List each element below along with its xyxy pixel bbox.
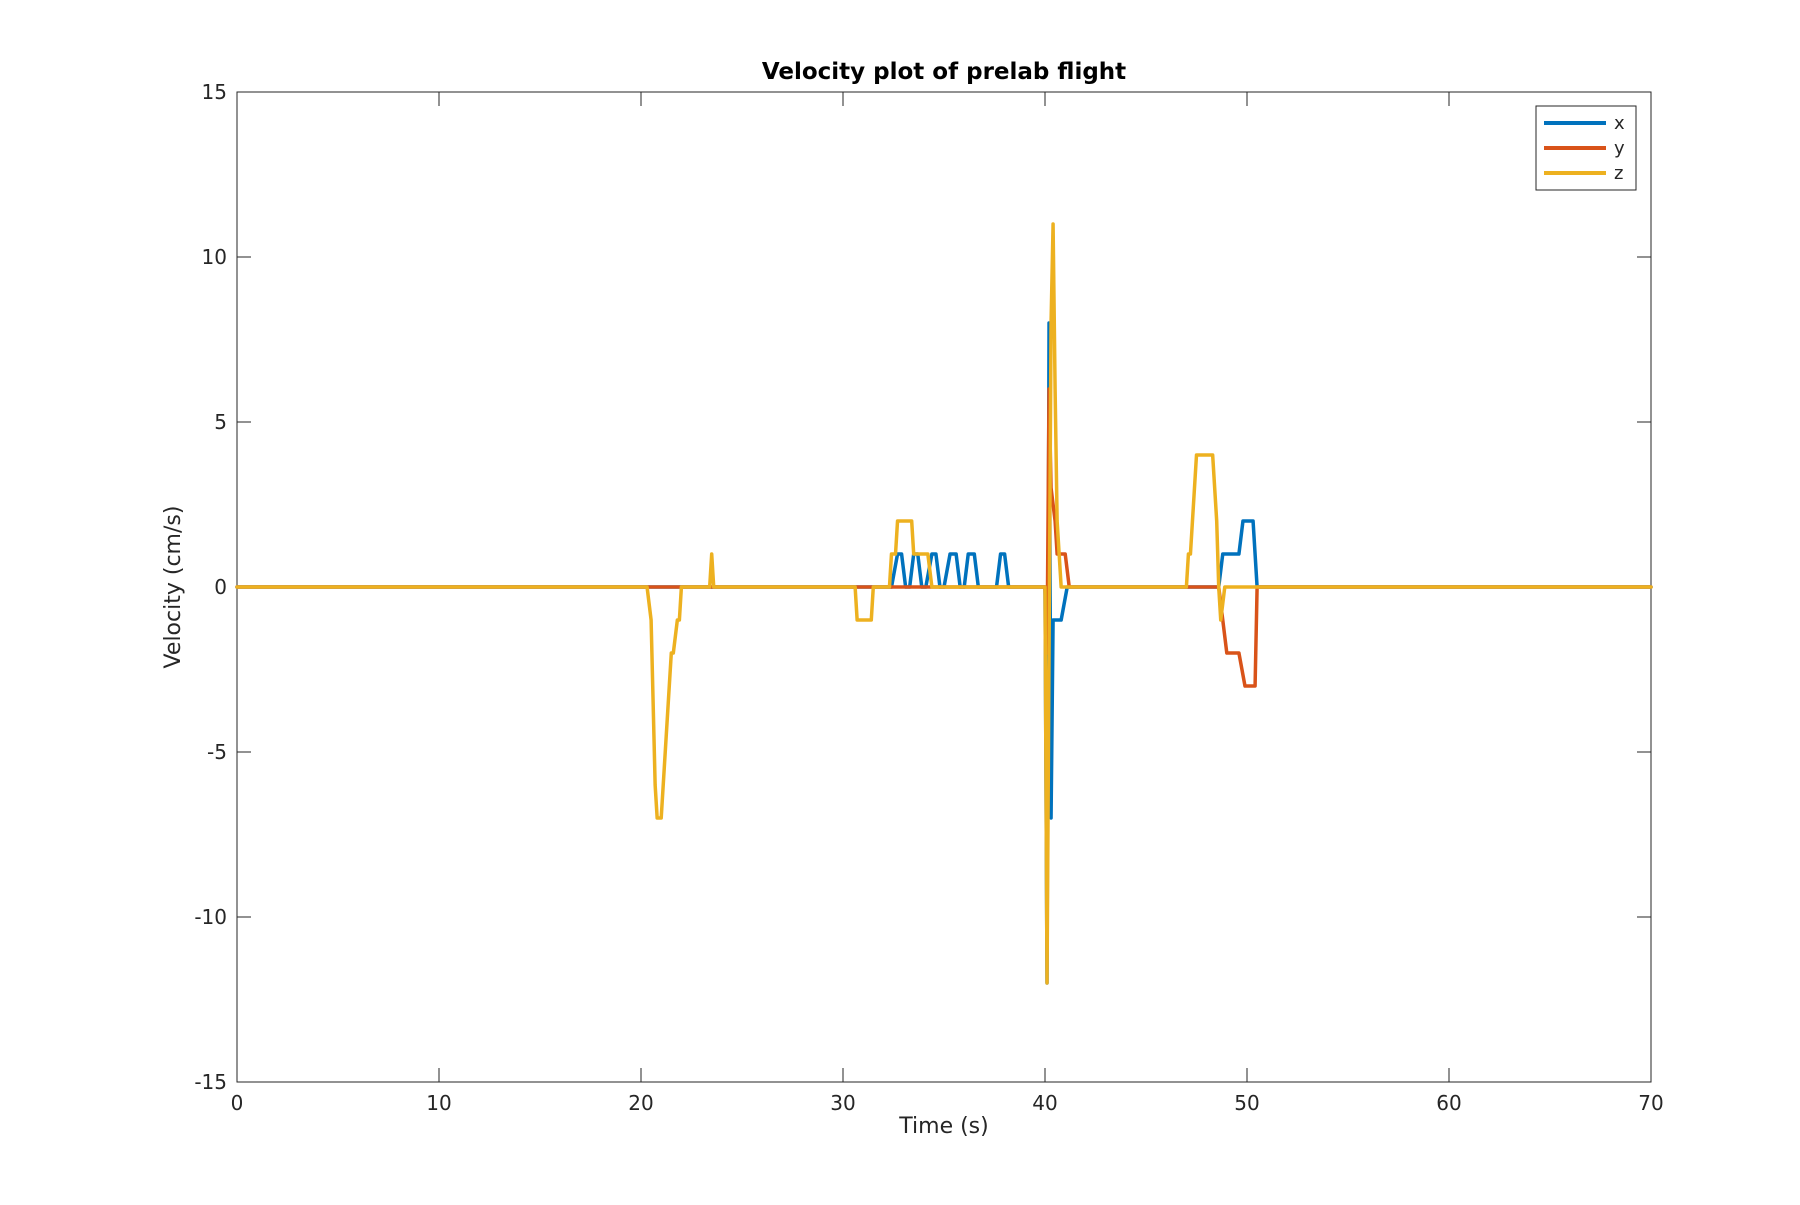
y-tick-label-0: -15 — [194, 1070, 227, 1094]
y-tick-label-3: 0 — [214, 575, 227, 599]
chart-title: Velocity plot of prelab flight — [762, 59, 1126, 85]
y-tick-label-5: 10 — [202, 245, 227, 269]
plot-area: 0 10 20 30 40 50 60 70 -15 -10 -5 0 5 10 15 xyz — [194, 80, 1663, 1115]
legend-label-y: y — [1614, 138, 1625, 159]
legend-label-x: x — [1614, 113, 1625, 134]
x-tick-label-5: 50 — [1234, 1091, 1259, 1115]
legend-label-z: z — [1614, 163, 1623, 184]
x-tick-label-2: 20 — [628, 1091, 653, 1115]
x-tick-label-3: 30 — [830, 1091, 855, 1115]
x-tick-label-0: 0 — [231, 1091, 244, 1115]
x-axis-label: Time (s) — [898, 1114, 988, 1139]
series-line-z — [235, 222, 1653, 985]
x-tick-label-7: 70 — [1638, 1091, 1663, 1115]
x-tick-label-4: 40 — [1032, 1091, 1057, 1115]
y-tick-label-4: 5 — [214, 410, 227, 434]
y-tick-label-6: 15 — [202, 80, 227, 104]
x-tick-label-1: 10 — [426, 1091, 451, 1115]
y-axis-label: Velocity (cm/s) — [161, 506, 186, 669]
y-tick-label-1: -10 — [194, 905, 227, 929]
y-tick-label-2: -5 — [207, 740, 227, 764]
x-tick-label-6: 60 — [1436, 1091, 1461, 1115]
